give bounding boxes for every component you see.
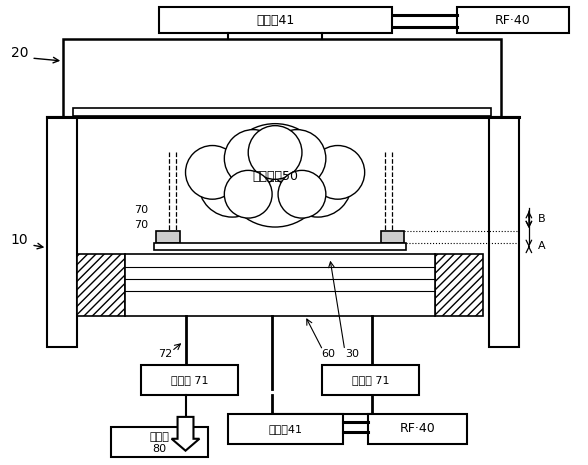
Circle shape <box>225 170 272 218</box>
Text: 匹配缙41: 匹配缙41 <box>256 14 294 27</box>
Text: 60: 60 <box>321 349 335 359</box>
Bar <box>141 365 238 395</box>
Bar <box>153 243 406 250</box>
Text: 80: 80 <box>152 444 167 454</box>
Bar <box>73 108 491 116</box>
Bar <box>228 414 343 444</box>
Text: 驱动器 71: 驱动器 71 <box>171 375 208 385</box>
Circle shape <box>199 150 266 217</box>
Text: 排气泵: 排气泵 <box>150 432 169 442</box>
Circle shape <box>311 146 365 199</box>
Bar <box>368 414 467 444</box>
Bar <box>489 117 519 347</box>
Text: 70: 70 <box>133 220 148 230</box>
Circle shape <box>223 124 327 227</box>
Text: 等离子体50: 等离子体50 <box>252 170 298 183</box>
Bar <box>111 427 208 457</box>
Text: 70: 70 <box>133 205 148 215</box>
Circle shape <box>268 130 326 187</box>
Text: 10: 10 <box>11 233 28 247</box>
Text: 30: 30 <box>345 349 359 359</box>
Circle shape <box>122 56 156 90</box>
Text: RF·40: RF·40 <box>495 14 531 27</box>
Circle shape <box>284 150 352 217</box>
Text: 驱动器 71: 驱动器 71 <box>352 375 389 385</box>
Text: 20: 20 <box>11 46 28 60</box>
Bar <box>380 231 405 243</box>
Circle shape <box>380 56 415 90</box>
Circle shape <box>188 56 221 90</box>
Circle shape <box>186 146 239 199</box>
Text: A: A <box>538 241 546 251</box>
Bar <box>457 7 569 33</box>
Circle shape <box>225 130 282 187</box>
Bar <box>156 231 179 243</box>
Circle shape <box>155 56 189 90</box>
Bar <box>63 39 501 117</box>
Circle shape <box>317 56 350 90</box>
Bar <box>435 254 483 315</box>
Circle shape <box>251 56 285 90</box>
Bar <box>47 117 77 347</box>
Text: RF·40: RF·40 <box>399 422 435 435</box>
Bar <box>125 254 435 315</box>
Circle shape <box>278 170 326 218</box>
Text: 匹配缙41: 匹配缙41 <box>268 424 302 434</box>
Bar <box>159 7 392 33</box>
Circle shape <box>284 56 318 90</box>
Bar <box>322 365 419 395</box>
Text: B: B <box>538 214 546 224</box>
FancyArrow shape <box>172 417 199 451</box>
Bar <box>77 254 125 315</box>
Text: 72: 72 <box>159 349 173 359</box>
Circle shape <box>248 126 302 179</box>
